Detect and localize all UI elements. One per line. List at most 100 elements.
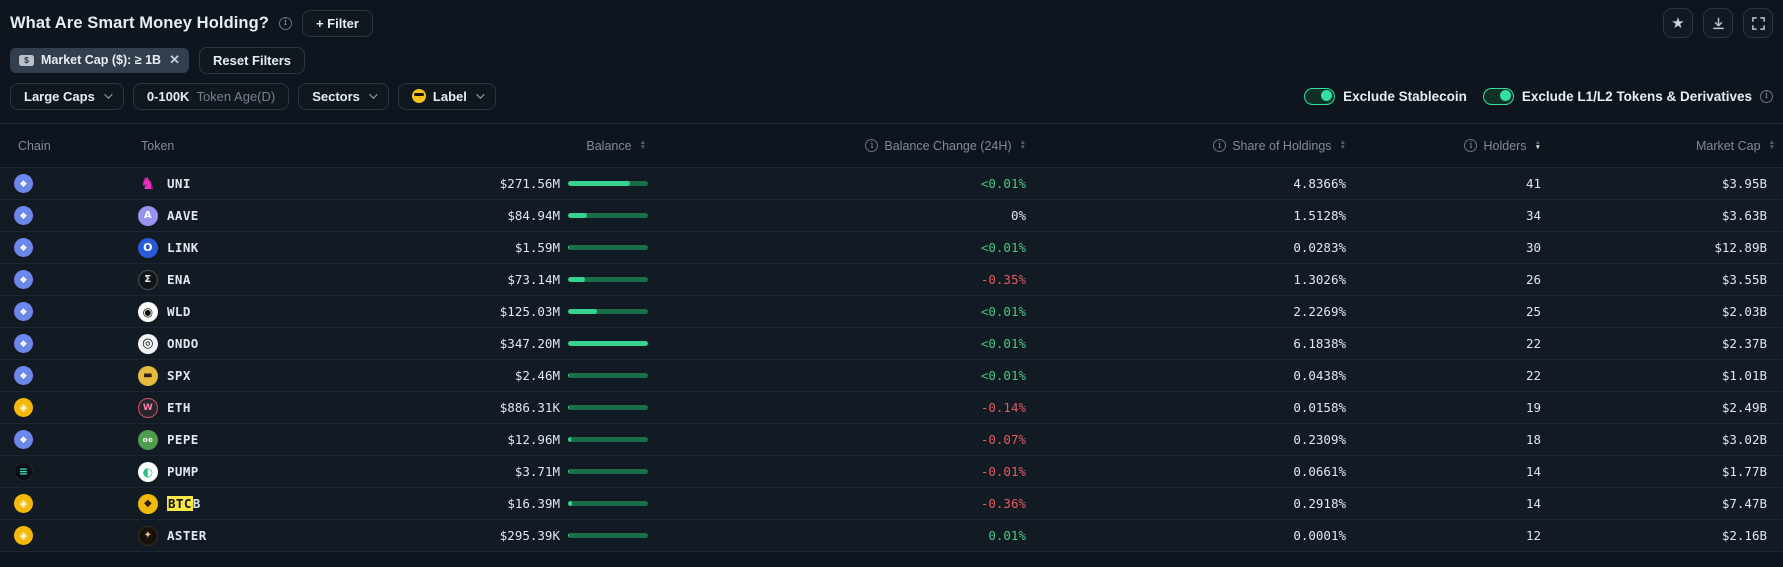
balance-value: $125.03M [499,304,560,319]
cell-balance-change: 0% [1010,208,1026,223]
balance-ratio-bar [568,469,648,474]
column-header-holders[interactable]: i Holders ▲ ▼ [1350,139,1545,153]
cell-balance-change: -0.07% [980,432,1026,447]
token-symbol: ETH [167,400,191,415]
balance-value: $1.59M [514,240,560,255]
balance-value: $886.31K [499,400,560,415]
info-icon[interactable]: i [1213,139,1227,152]
cell-market-cap: $7.47B [1721,496,1767,511]
solana-chain-icon: ≡ [14,462,33,481]
cell-holders: 22 [1525,336,1541,351]
table-row-pump[interactable]: ≡ ◐ PUMP $3.71M -0.01% 0.0661% 14 $1.77B [0,456,1783,488]
column-header-market-cap[interactable]: Market Cap ▲ ▼ [1695,138,1775,153]
token-age-filter[interactable]: 0-100K Token Age(D) [132,82,290,110]
label-dropdown[interactable]: Label [397,82,496,110]
token-symbol: BTCB [167,496,201,511]
table-row-wld[interactable]: ◆ ◉ WLD $125.03M <0.01% 2.2269% 25 $2.03B [0,296,1783,328]
download-button[interactable] [1703,8,1733,38]
table-row-ena[interactable]: ◆ Σ ENA $73.14M -0.35% 1.3026% 26 $3.55B [0,264,1783,296]
table-row-spx[interactable]: ◆ ▬ SPX $2.46M <0.01% 0.0438% 22 $1.01B [0,360,1783,392]
sort-icon[interactable]: ▲ ▼ [1534,139,1541,151]
table-row-uni[interactable]: ◆ ♞ UNI $271.56M <0.01% 4.8366% 41 $3.95B [0,168,1783,200]
market-cap-tier-dropdown[interactable]: Large Caps [10,82,124,110]
cell-market-cap: $2.49B [1721,400,1767,415]
cell-balance: $125.03M [435,304,650,319]
cell-holders: 14 [1525,464,1541,479]
exclude-stablecoin-label: Exclude Stablecoin [1343,88,1467,104]
table-row-link[interactable]: ◆ O LINK $1.59M <0.01% 0.0283% 30 $12.89B [0,232,1783,264]
token-symbol: LINK [167,240,199,255]
cell-holders: 22 [1525,368,1541,383]
exclude-stablecoin-toggle[interactable] [1304,87,1336,105]
column-header-balance[interactable]: Balance ▲ ▼ [586,138,646,153]
token-symbol: WLD [167,304,191,319]
sectors-dropdown[interactable]: Sectors [298,82,389,110]
title-info-icon[interactable]: i [278,16,292,30]
cell-balance-change: <0.01% [980,240,1026,255]
exclude-l1l2-toggle[interactable] [1482,87,1514,105]
reset-filters-button[interactable]: Reset Filters [199,46,306,74]
balance-ratio-bar [568,277,648,282]
sunglasses-emoji-icon [411,89,426,103]
sort-icon[interactable]: ▲ ▼ [639,139,646,151]
balance-group: $73.14M [435,272,650,287]
table-row-ondo[interactable]: ◆ ◎ ONDO $347.20M <0.01% 6.1838% 22 $2.37B [0,328,1783,360]
table-row-aave[interactable]: ◆ A AAVE $84.94M 0% 1.5128% 34 $3.63B [0,200,1783,232]
column-header-share-of-holdings[interactable]: i Share of Holdings ▲ ▼ [1030,139,1350,153]
info-icon[interactable]: i [865,139,879,152]
balance-ratio-fill [568,181,631,186]
table-row-eth[interactable]: ◈ W ETH $886.31K -0.14% 0.0158% 19 $2.49B [0,392,1783,424]
cell-chain: ◆ [0,366,125,385]
column-header-balance-change[interactable]: i Balance Change (24H) ▲ ▼ [650,139,1030,153]
balance-ratio-bar [568,245,648,250]
balance-group: $347.20M [435,336,650,351]
cell-balance-change: -0.35% [980,272,1026,287]
token-symbol: PUMP [167,464,199,479]
exclude-l1l2-info-icon[interactable]: i [1760,89,1773,103]
balance-ratio-fill [568,437,572,442]
top-bar: What Are Smart Money Holding? i + Filter… [0,0,1783,38]
filter-chip-market-cap[interactable]: $ Market Cap ($): ≥ 1B ✕ [10,47,189,73]
table-header-row: Chain Token Balance ▲ ▼ i Balance Change … [0,123,1783,168]
balance-group: $12.96M [435,432,650,447]
token-symbol: ONDO [167,336,199,351]
spx-token-icon: ▬ [138,365,158,386]
balance-ratio-bar [568,341,648,346]
chevron-down-icon [476,90,485,99]
filter-button[interactable]: + Filter [301,9,373,37]
table-row-aster[interactable]: ◈ ✦ ASTER $295.39K 0.01% 0.0001% 12 $2.16B [0,520,1783,552]
cell-token: ▬ SPX [125,365,435,386]
sort-icon[interactable]: ▲ ▼ [1768,139,1775,151]
balance-group: $84.94M [435,208,650,223]
cell-market-cap: $3.63B [1721,208,1767,223]
cell-market-cap: $3.02B [1721,432,1767,447]
cell-chain: ≡ [0,462,125,481]
favorite-button[interactable]: ★ [1663,8,1693,38]
cell-chain: ◆ [0,174,125,193]
cell-share-of-holdings: 1.5128% [1293,208,1346,223]
fullscreen-button[interactable] [1743,8,1773,38]
cell-market-cap: $3.95B [1721,176,1767,191]
aave-token-icon: A [138,205,158,226]
balance-ratio-bar [568,501,648,506]
balance-value: $84.94M [507,208,560,223]
sort-icon[interactable]: ▲ ▼ [1339,139,1346,151]
sort-icon[interactable]: ▲ ▼ [1019,139,1026,151]
cell-holders: 26 [1525,272,1541,287]
table-row-btcb[interactable]: ◈ ◆ BTCB $16.39M -0.36% 0.2918% 14 $7.47B [0,488,1783,520]
cell-balance: $347.20M [435,336,650,351]
cell-balance: $84.94M [435,208,650,223]
cell-share-of-holdings: 0.0438% [1293,368,1346,383]
cell-holders: 30 [1525,240,1541,255]
chevron-down-icon [103,90,113,99]
table-row-pepe[interactable]: ◆ oo PEPE $12.96M -0.07% 0.2309% 18 $3.02B [0,424,1783,456]
cell-holders: 25 [1525,304,1541,319]
remove-filter-icon[interactable]: ✕ [169,52,180,67]
cell-share-of-holdings: 4.8366% [1293,176,1346,191]
token-symbol: PEPE [167,432,199,447]
info-icon[interactable]: i [1464,139,1478,152]
ethereum-chain-icon: ◆ [14,238,33,257]
balance-group: $16.39M [435,496,650,511]
cell-share-of-holdings: 2.2269% [1293,304,1346,319]
bnb-chain-icon: ◈ [14,398,33,417]
